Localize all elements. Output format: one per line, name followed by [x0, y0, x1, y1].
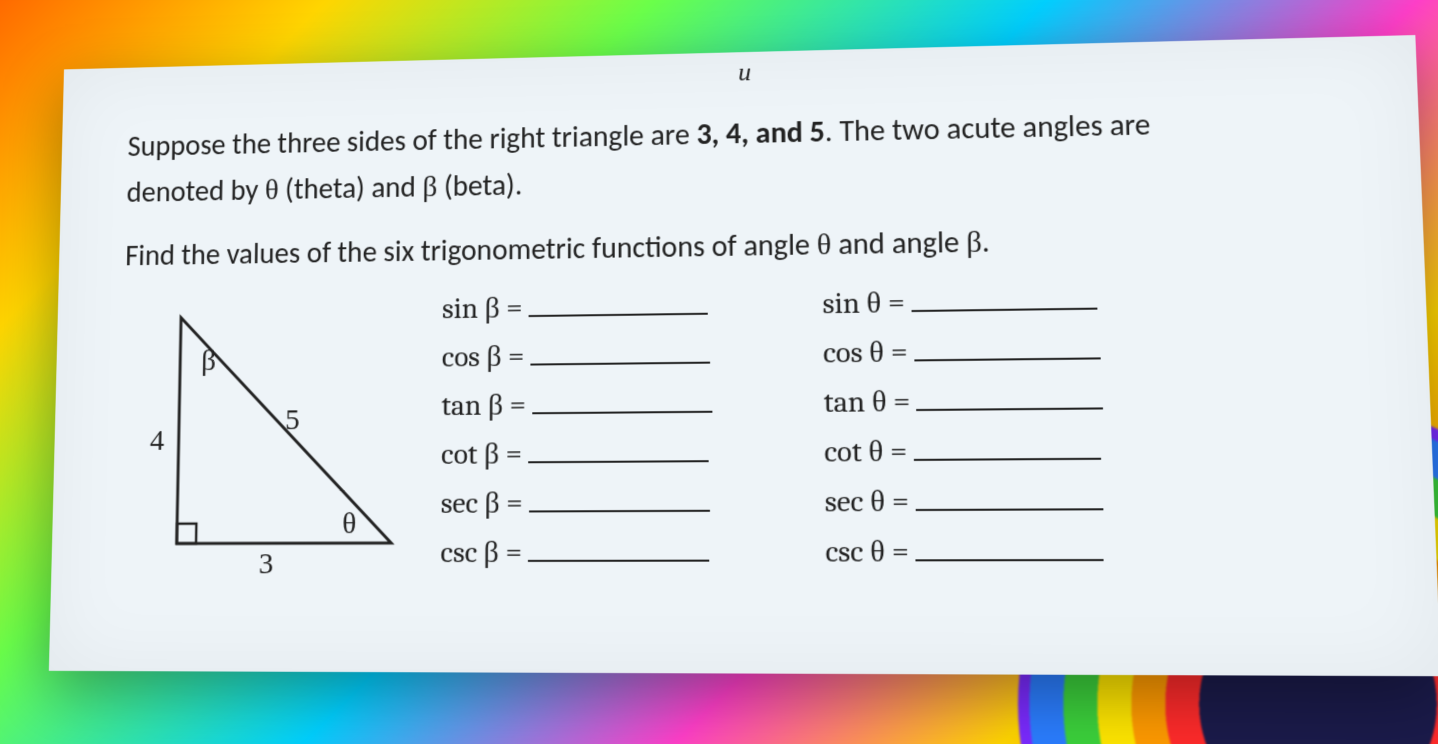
side-b-label: 3 [258, 548, 273, 574]
instruction-text: Find the values of the six trigonometric… [125, 212, 1350, 279]
csc-theta-label: csc θ = [825, 534, 909, 570]
cos-beta-label: cos β = [442, 339, 525, 375]
prompt-part-1: Suppose the three sides of the right tri… [127, 117, 696, 165]
cot-beta-row: cot β = [441, 434, 712, 473]
sec-beta-row: sec β = [441, 483, 713, 521]
function-columns: sin β = cos β = tan β = cot β = sec β = … [440, 271, 1361, 571]
prompt-part-3: denoted by [126, 172, 265, 210]
cot-beta-label: cot β = [441, 436, 522, 471]
csc-beta-label: csc β = [440, 535, 522, 570]
tan-beta-blank[interactable] [532, 386, 712, 415]
sec-theta-blank[interactable] [915, 482, 1103, 511]
problem-card: u Suppose the three sides of the right t… [49, 35, 1438, 676]
tan-theta-blank[interactable] [916, 382, 1103, 411]
prompt-part-2: . The two acute angles are [825, 106, 1151, 150]
tan-theta-row: tan θ = [823, 381, 1103, 421]
theta-column: sin θ = cos θ = tan θ = cot θ = sec θ = … [822, 281, 1107, 571]
csc-beta-row: csc β = [440, 533, 713, 571]
beta-symbol: β [422, 171, 437, 203]
sin-beta-label: sin β = [442, 291, 523, 327]
cos-beta-blank[interactable] [530, 337, 710, 366]
angle-theta-label: θ [342, 507, 356, 540]
csc-beta-blank[interactable] [528, 534, 709, 562]
csc-theta-row: csc θ = [825, 532, 1107, 571]
prompt-sides: 3, 4, and 5 [696, 114, 825, 153]
instruction-end: . [982, 224, 991, 261]
side-a-label: 4 [150, 425, 165, 457]
right-angle-mark [177, 524, 197, 544]
instruction-theta: θ [817, 228, 832, 261]
work-area: β θ 4 3 5 sin β = cos β = tan β = cot β … [118, 271, 1361, 573]
csc-theta-blank[interactable] [915, 533, 1104, 561]
sec-beta-label: sec β = [441, 485, 523, 520]
cot-theta-label: cot θ = [824, 433, 908, 469]
prompt-theta-name: (theta) and [278, 169, 422, 208]
tan-theta-label: tan θ = [823, 384, 910, 420]
tan-beta-row: tan β = [441, 385, 712, 424]
cos-theta-label: cos θ = [823, 334, 908, 370]
theta-symbol: θ [265, 174, 279, 206]
sin-beta-blank[interactable] [528, 288, 707, 317]
cos-beta-row: cos β = [442, 336, 712, 376]
sec-theta-row: sec θ = [825, 481, 1107, 520]
sin-theta-blank[interactable] [911, 282, 1097, 312]
stray-mark: u [738, 58, 751, 88]
angle-beta-label: β [201, 345, 216, 377]
prompt-text: Suppose the three sides of the right tri… [126, 97, 1347, 216]
beta-column: sin β = cos β = tan β = cot β = sec β = … [440, 287, 713, 571]
instruction-beta: β [966, 226, 982, 259]
cot-theta-blank[interactable] [913, 432, 1101, 461]
side-c-label: 5 [285, 404, 300, 437]
instruction-mid: and angle [831, 224, 966, 263]
cos-theta-blank[interactable] [914, 332, 1101, 361]
instruction-part-a: Find the values of the six trigonometric… [125, 227, 817, 274]
sin-theta-label: sin θ = [822, 285, 905, 321]
cot-beta-blank[interactable] [528, 435, 708, 463]
sin-beta-row: sin β = [442, 287, 712, 327]
sec-theta-label: sec θ = [825, 483, 910, 519]
triangle-diagram: β θ 4 3 5 [118, 285, 413, 573]
prompt-beta-name: (beta). [437, 167, 522, 205]
sec-beta-blank[interactable] [529, 484, 710, 512]
cos-theta-row: cos θ = [823, 331, 1103, 372]
cot-theta-row: cot θ = [824, 431, 1105, 471]
sin-theta-row: sin θ = [822, 281, 1101, 322]
tan-beta-label: tan β = [441, 387, 526, 423]
